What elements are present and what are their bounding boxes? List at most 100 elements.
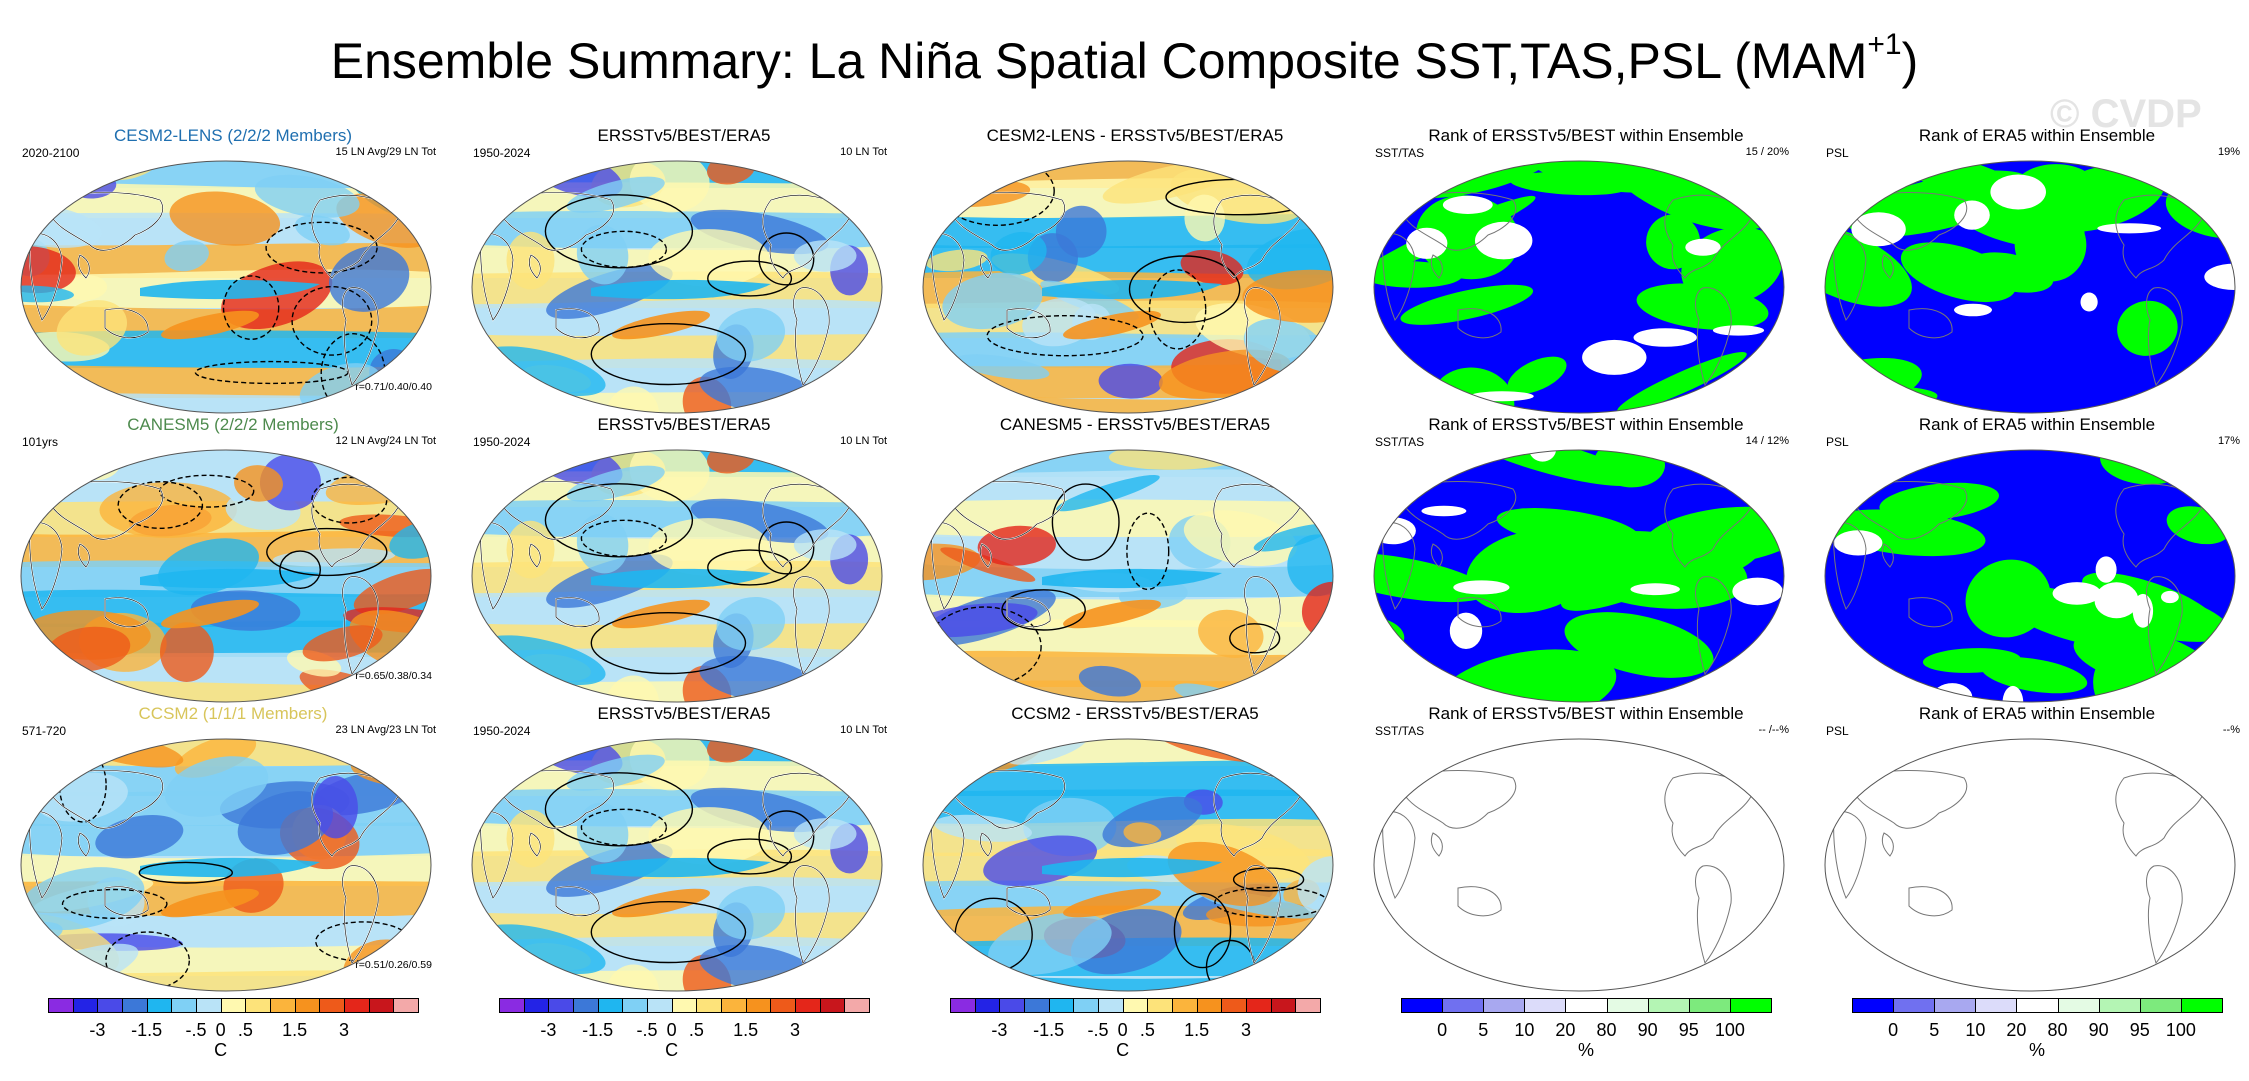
pattern-correlation: r=0.51/0.26/0.59	[355, 959, 432, 971]
count-label: 10 LN Tot	[840, 724, 887, 736]
variable-label: SST/TAS	[1375, 435, 1425, 449]
colorbar-tick-label: 10	[1965, 1020, 1986, 1040]
panel-title: CESM2-LENS - ERSSTv5/BEST/ERA5	[986, 126, 1284, 145]
panel-model-row1: CESM2-LENS (2/2/2 Members) 2020-2100 15 …	[18, 126, 448, 414]
colorbar-swatch	[1048, 998, 1075, 1013]
colorbar-tick-label: -3	[89, 1020, 106, 1040]
colorbar-swatch	[1122, 998, 1149, 1013]
temp-globe-map	[20, 738, 432, 992]
colorbar-tick-label: -.5	[185, 1020, 207, 1040]
colorbar-tick-label: 0	[1437, 1020, 1448, 1040]
empty-globe-map	[1824, 738, 2236, 992]
colorbar-tick-label: 0	[666, 1020, 677, 1040]
count-label: 15 LN Avg/29 LN Tot	[335, 146, 437, 158]
colorbar-swatch	[171, 998, 197, 1013]
colorbar-tick-label: 80	[1596, 1020, 1617, 1040]
colorbar-swatch	[97, 998, 123, 1013]
panel-title: ERSSTv5/BEST/ERA5	[597, 704, 771, 723]
period-label: 1950-2024	[473, 724, 531, 738]
colorbar-swatch	[999, 998, 1025, 1013]
colorbar-swatch	[1172, 998, 1198, 1013]
variable-label: PSL	[1826, 146, 1849, 160]
colorbar-swatch	[1647, 998, 1690, 1013]
colorbar-swatch	[647, 998, 673, 1013]
colorbar-swatch	[597, 998, 624, 1013]
panel-model-row2: CANESM5 (2/2/2 Members) 101yrs 12 LN Avg…	[18, 415, 448, 703]
rank-globe-map	[1824, 449, 2236, 703]
temp-globe-map	[471, 449, 883, 703]
period-label: 2020-2100	[22, 146, 80, 160]
rank-percent: 15 / 20%	[1745, 146, 1789, 158]
pattern-correlation: r=0.71/0.40/0.40	[355, 381, 432, 393]
colorbar-tick-label: 3	[789, 1020, 801, 1040]
colorbar-tick-label: 100	[2165, 1020, 2196, 1040]
temperature-colorbar: -3 -1.5 -.5 0 .5 1.5 3 C	[950, 996, 1380, 1071]
cvdp-watermark: © CVDP	[2050, 92, 2202, 136]
panel-title: ERSSTv5/BEST/ERA5	[597, 415, 771, 434]
rank-colorbar: 0 5 10 20 80 90 95 100%	[1852, 996, 2249, 1071]
colorbar-swatch	[2180, 998, 2223, 1013]
colorbar-swatch	[1295, 998, 1321, 1013]
colorbar-tick-label: 1.5	[733, 1020, 759, 1040]
count-label: 12 LN Avg/24 LN Tot	[335, 435, 437, 447]
panel-title: CCSM2 (1/1/1 Members)	[138, 704, 328, 723]
panel-title: CANESM5 - ERSSTv5/BEST/ERA5	[999, 415, 1271, 434]
colorbar-tick-label: .5	[688, 1020, 704, 1040]
panel-diff-row1: CESM2-LENS - ERSSTv5/BEST/ERA5	[920, 126, 1350, 414]
panel-rank-psl-row3: Rank of ERA5 within Ensemble PSL --%	[1822, 704, 2249, 992]
panel-rank-sst-row3: Rank of ERSSTv5/BEST within Ensemble SST…	[1371, 704, 1801, 992]
colorbar-swatch	[1442, 998, 1485, 1013]
period-label: 101yrs	[22, 435, 59, 449]
colorbar-swatch	[2098, 998, 2141, 1013]
colorbar-swatch	[2139, 998, 2182, 1013]
colorbar-tick-label: 90	[2088, 1020, 2109, 1040]
panel-rank-psl-row1: Rank of ERA5 within Ensemble PSL 19%	[1822, 126, 2249, 414]
colorbar-swatch	[122, 998, 148, 1013]
colorbar-swatch	[499, 998, 525, 1013]
temp-globe-map	[471, 160, 883, 414]
colorbar-unit: C	[1116, 1040, 1130, 1060]
colorbar-tick-label: 5	[1929, 1020, 1940, 1040]
variable-label: SST/TAS	[1375, 146, 1425, 160]
colorbar-swatch	[72, 998, 99, 1013]
colorbar-swatch	[48, 998, 74, 1013]
count-label: 10 LN Tot	[840, 146, 887, 158]
colorbar-swatch	[393, 998, 419, 1013]
colorbar-tick-label: 3	[338, 1020, 350, 1040]
temp-globe-map	[20, 160, 432, 414]
colorbar-swatch	[1024, 998, 1050, 1013]
period-label: 571-720	[22, 724, 67, 738]
panel-obs-row1: ERSSTv5/BEST/ERA5 1950-2024 10 LN Tot	[469, 126, 899, 414]
colorbar-swatch	[146, 998, 173, 1013]
colorbar-unit: %	[2028, 1040, 2046, 1060]
colorbar-tick-label: -3	[540, 1020, 557, 1040]
rank-percent: --%	[2222, 724, 2240, 736]
colorbar-tick-label: -3	[991, 1020, 1008, 1040]
colorbar-swatch	[2016, 998, 2059, 1013]
colorbar-tick-label: .5	[1139, 1020, 1155, 1040]
colorbar-swatch	[1098, 998, 1124, 1013]
colorbar-swatch	[548, 998, 574, 1013]
colorbar-swatch	[523, 998, 550, 1013]
panel-obs-row3: ERSSTv5/BEST/ERA5 1950-2024 10 LN Tot	[469, 704, 899, 992]
colorbar-swatch	[1688, 998, 1731, 1013]
panel-title: Rank of ERA5 within Ensemble	[1918, 415, 2156, 434]
rank-percent: 19%	[2217, 146, 2240, 158]
count-label: 10 LN Tot	[840, 435, 887, 447]
colorbar-swatch	[1934, 998, 1977, 1013]
colorbar-tick-label: 1.5	[282, 1020, 308, 1040]
colorbar-tick-label: 0	[1117, 1020, 1128, 1040]
variable-label: SST/TAS	[1375, 724, 1425, 738]
rank-globe-map	[1373, 160, 1785, 414]
colorbar-swatch	[1893, 998, 1936, 1013]
colorbar-swatch	[770, 998, 796, 1013]
rank-percent: 14 / 12%	[1745, 435, 1789, 447]
panel-title: Rank of ERSSTv5/BEST within Ensemble	[1428, 415, 1744, 434]
colorbar-swatch	[196, 998, 222, 1013]
colorbar-swatch	[1565, 998, 1608, 1013]
colorbar-tick-label: 95	[1678, 1020, 1699, 1040]
temp-globe-map	[922, 160, 1334, 414]
temp-globe-map	[471, 738, 883, 992]
colorbar-swatch	[974, 998, 1001, 1013]
temp-globe-map	[922, 449, 1334, 703]
